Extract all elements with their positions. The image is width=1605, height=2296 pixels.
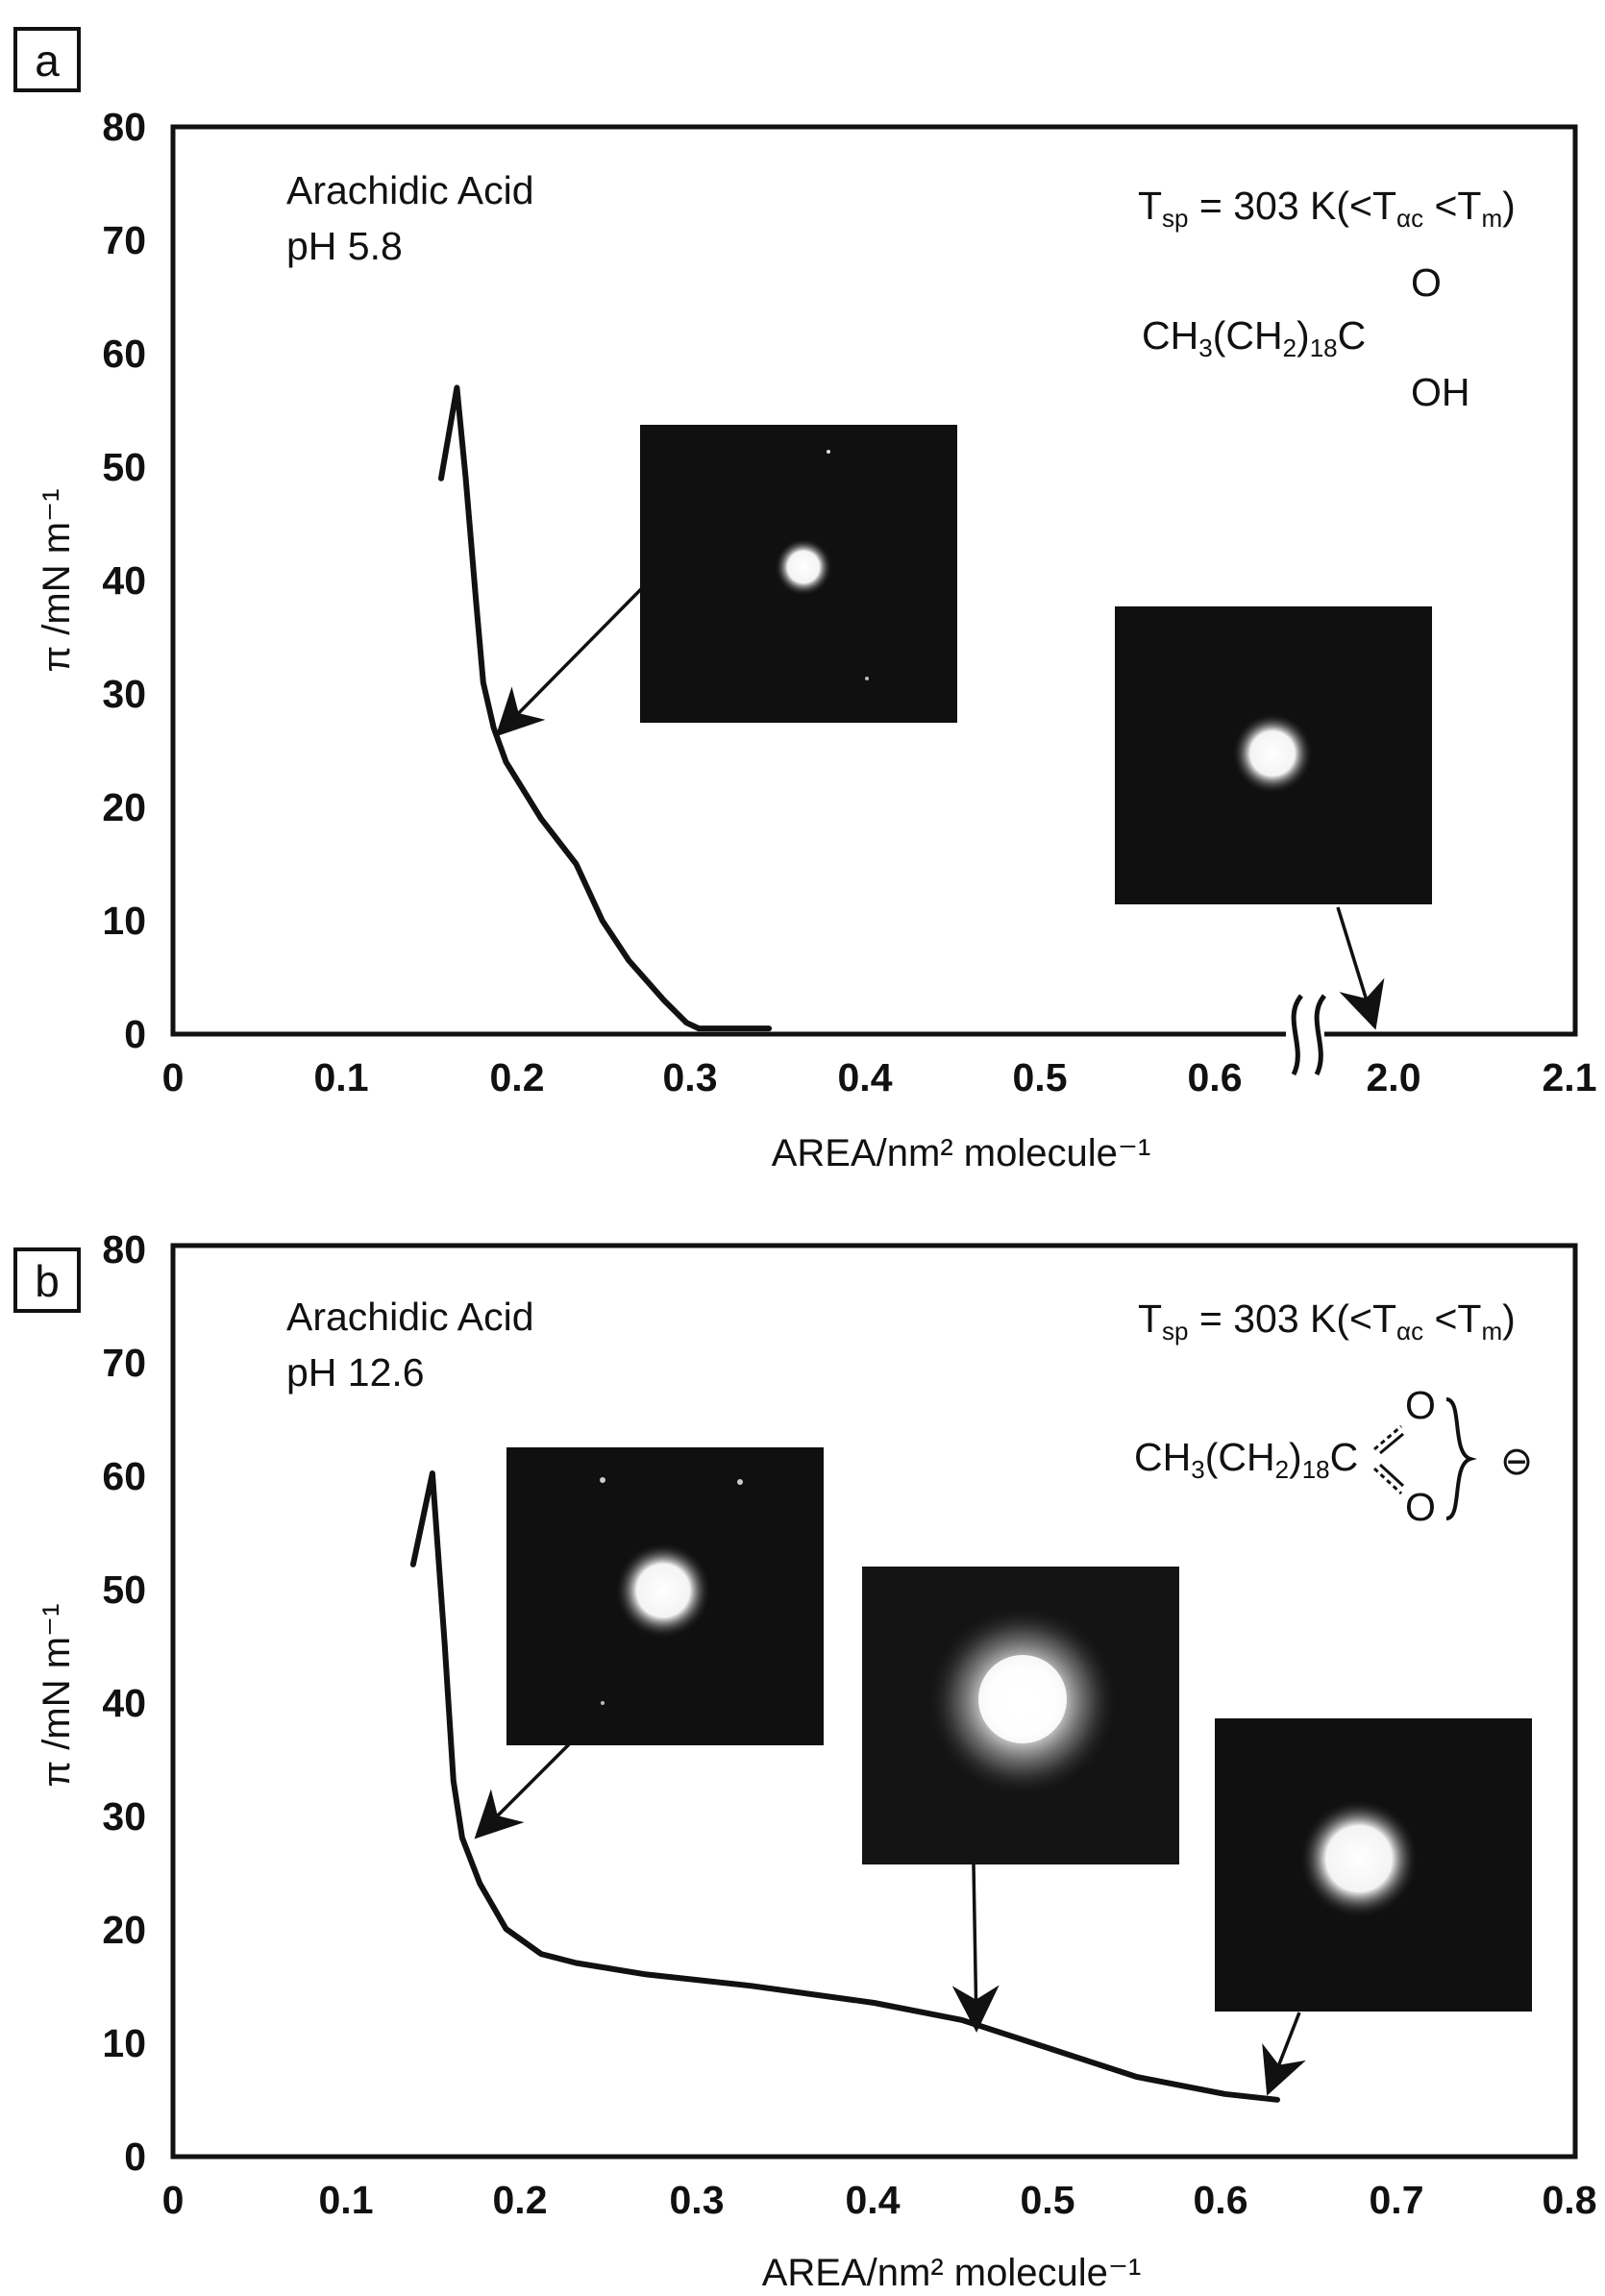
y-tick-a: 60	[102, 332, 146, 376]
y-tick-a: 20	[102, 785, 146, 829]
x-tick-b: 0.7	[1370, 2178, 1424, 2222]
x-tick-b: 0.3	[670, 2178, 725, 2222]
arrow-a1	[499, 588, 642, 733]
diffraction-inset-a2	[1115, 606, 1432, 904]
x-tick-a: 0.5	[1013, 1055, 1068, 1099]
y-tick-a: 70	[102, 218, 146, 262]
svg-text:CH3(CH2)18C: CH3(CH2)18C	[1134, 1435, 1358, 1484]
compound-name-b: Arachidic Acid	[286, 1295, 534, 1339]
x-tick-a: 0.6	[1188, 1055, 1243, 1099]
svg-text:Tsp = 303 K(<Tαc <Tm): Tsp = 303 K(<Tαc <Tm)	[1138, 184, 1516, 233]
x-tick-b: 0.5	[1021, 2178, 1075, 2222]
arrow-a2	[1338, 907, 1374, 1025]
panel-a: a 0 10 20 30 40 50 60 70 80 0 0.1 0.2 0.…	[15, 29, 1597, 1174]
compound-name-a: Arachidic Acid	[286, 168, 534, 212]
diffraction-inset-b1	[506, 1447, 824, 1745]
x-axis-label-b: AREA/nm² molecule⁻¹	[762, 2252, 1142, 2294]
y-axis-label-a: π /mN m⁻¹	[36, 489, 78, 673]
temperature-note-a: Tsp = 303 K(<Tαc <Tm)	[1138, 184, 1516, 233]
x-tick-a: 0.2	[490, 1055, 545, 1099]
x-tick-b: 0.4	[846, 2178, 901, 2222]
x-tick-a: 0.3	[663, 1055, 718, 1099]
charge-symbol-b: ⊖	[1500, 1439, 1533, 1483]
y-tick-a: 50	[102, 445, 146, 489]
formula-o2-b: O	[1405, 1485, 1436, 1529]
diffraction-inset-b3	[1215, 1718, 1532, 2012]
svg-text:Tsp = 303 K(<Tαc <Tm): Tsp = 303 K(<Tαc <Tm)	[1138, 1296, 1516, 1346]
y-tick-b: 50	[102, 1568, 146, 1612]
ph-label-a: pH 5.8	[286, 224, 403, 268]
x-tick-a: 2.0	[1367, 1055, 1421, 1099]
panel-b-letter: b	[35, 1256, 60, 1306]
x-tick-b: 0.6	[1194, 2178, 1248, 2222]
y-tick-a: 0	[124, 1012, 146, 1056]
arrow-b1	[478, 1744, 569, 1836]
y-tick-a: 30	[102, 672, 146, 716]
formula-o1-b: O	[1405, 1383, 1436, 1427]
y-tick-b: 30	[102, 1794, 146, 1839]
x-tick-b: 0.2	[493, 2178, 548, 2222]
axis-break-a	[1286, 996, 1324, 1074]
svg-text:CH3(CH2)18C: CH3(CH2)18C	[1142, 313, 1366, 362]
x-tick-a: 2.1	[1543, 1055, 1597, 1099]
y-tick-b: 80	[102, 1227, 146, 1271]
diffraction-inset-a1	[640, 425, 957, 723]
y-tick-b: 60	[102, 1454, 146, 1498]
y-tick-b: 40	[102, 1681, 146, 1725]
y-tick-b: 20	[102, 1908, 146, 1952]
y-tick-b: 70	[102, 1341, 146, 1385]
y-tick-b: 0	[124, 2135, 146, 2179]
y-tick-a: 10	[102, 899, 146, 943]
chemical-formula-b: CH3(CH2)18C O O ⊖	[1134, 1383, 1533, 1529]
panel-b: b 0 10 20 30 40 50 60 70 80 0 0.1 0.2 0.…	[15, 1227, 1597, 2294]
y-tick-a: 80	[102, 105, 146, 149]
x-tick-b: 0.8	[1543, 2178, 1597, 2222]
x-tick-b: 0	[162, 2178, 185, 2222]
formula-oh-a: OH	[1411, 370, 1470, 414]
y-tick-a: 40	[102, 558, 146, 603]
x-tick-a: 0.1	[314, 1055, 369, 1099]
x-tick-b: 0.1	[319, 2178, 374, 2222]
temperature-note-b: Tsp = 303 K(<Tαc <Tm)	[1138, 1296, 1516, 1346]
x-axis-label-a: AREA/nm² molecule⁻¹	[772, 1132, 1151, 1174]
y-axis-label-b: π /mN m⁻¹	[36, 1604, 78, 1788]
chemical-formula-a: CH3(CH2)18C O OH	[1142, 260, 1470, 414]
diffraction-inset-b2	[862, 1567, 1179, 1864]
panel-a-letter: a	[35, 36, 60, 86]
x-tick-a: 0.4	[838, 1055, 893, 1099]
y-tick-b: 10	[102, 2021, 146, 2065]
arrow-b2	[974, 1864, 976, 2028]
x-tick-a: 0	[162, 1055, 185, 1099]
ph-label-b: pH 12.6	[286, 1350, 425, 1395]
formula-o-a: O	[1411, 260, 1442, 305]
arrow-b3	[1269, 2012, 1299, 2091]
